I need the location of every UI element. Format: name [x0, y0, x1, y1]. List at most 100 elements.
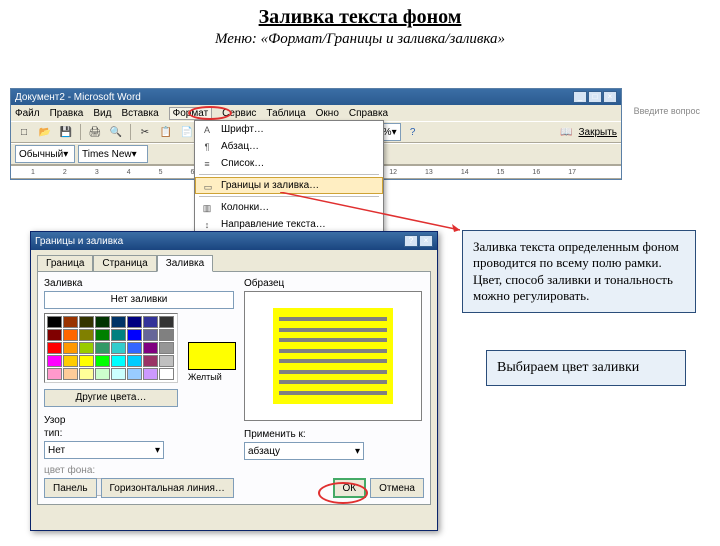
minimize-button[interactable]: _	[573, 91, 587, 103]
color-swatch[interactable]	[127, 316, 142, 328]
close-button[interactable]: ×	[603, 91, 617, 103]
color-swatch[interactable]	[95, 329, 110, 341]
help-icon[interactable]: ?	[404, 123, 422, 141]
bgcolor-label: цвет фона:	[44, 465, 234, 476]
chevron-down-icon: ▾	[155, 445, 160, 456]
color-swatch[interactable]	[111, 316, 126, 328]
color-swatch[interactable]	[159, 355, 174, 367]
print-icon[interactable]: 🖨	[86, 123, 104, 141]
color-swatch[interactable]	[159, 342, 174, 354]
color-swatch[interactable]	[143, 316, 158, 328]
style-select[interactable]: Обычный ▾	[15, 145, 75, 163]
open-icon[interactable]: 📂	[36, 123, 54, 141]
color-swatch[interactable]	[111, 329, 126, 341]
no-fill-button[interactable]: Нет заливки	[44, 291, 234, 309]
new-icon[interactable]: □	[15, 123, 33, 141]
color-swatch[interactable]	[127, 368, 142, 380]
preview-panel: Образец Применить к: абзацу▾	[244, 278, 430, 460]
menu-item-label: Список…	[221, 158, 264, 169]
help-hint[interactable]: Введите вопрос	[634, 106, 700, 116]
dialog-help-button[interactable]: ?	[404, 235, 418, 247]
color-swatch[interactable]	[143, 368, 158, 380]
preview-label: Образец	[244, 278, 430, 289]
more-colors-button[interactable]: Другие цвета…	[44, 389, 178, 407]
ok-button[interactable]: ОК	[333, 478, 367, 498]
menu-item-1[interactable]: ¶Абзац…	[195, 138, 383, 155]
color-swatch[interactable]	[79, 355, 94, 367]
close-label[interactable]: Закрыть	[578, 127, 617, 138]
menu-Файл[interactable]: Файл	[15, 108, 40, 119]
color-swatch[interactable]	[63, 368, 78, 380]
color-swatch[interactable]	[111, 368, 126, 380]
tab-Страница[interactable]: Страница	[93, 255, 156, 272]
color-swatch[interactable]	[95, 355, 110, 367]
color-swatch[interactable]	[143, 355, 158, 367]
color-swatch[interactable]	[79, 316, 94, 328]
color-swatch[interactable]	[143, 342, 158, 354]
menu-Сервис[interactable]: Сервис	[222, 108, 256, 119]
menu-item-0[interactable]: AШрифт…	[195, 121, 383, 138]
menu-Вставка[interactable]: Вставка	[121, 108, 158, 119]
color-swatch[interactable]	[111, 355, 126, 367]
menu-Справка[interactable]: Справка	[349, 108, 388, 119]
color-swatch[interactable]	[159, 329, 174, 341]
color-swatch[interactable]	[95, 368, 110, 380]
menu-Таблица[interactable]: Таблица	[266, 108, 305, 119]
apply-to-select[interactable]: абзацу▾	[244, 442, 364, 460]
fill-label: Заливка	[44, 278, 234, 289]
menu-item-icon: ▭	[200, 180, 216, 194]
slide-subtitle: Меню: «Формат/Границы и заливка/заливка»	[0, 31, 720, 48]
color-swatch[interactable]	[143, 329, 158, 341]
menu-item-icon: ≡	[199, 157, 215, 171]
word-titlebar: Документ2 - Microsoft Word _ □ ×	[11, 89, 621, 105]
tab-Заливка[interactable]: Заливка	[157, 255, 214, 272]
menu-item-label: Направление текста…	[221, 219, 326, 230]
color-swatch[interactable]	[47, 329, 62, 341]
read-icon[interactable]: 📖	[557, 123, 575, 141]
preview-icon[interactable]: 🔍	[107, 123, 125, 141]
color-swatch[interactable]	[47, 368, 62, 380]
dialog-tabs: ГраницаСтраницаЗаливка	[31, 250, 437, 271]
toolbar-button[interactable]: Панель	[44, 478, 97, 498]
save-icon[interactable]: 💾	[57, 123, 75, 141]
pattern-type-select[interactable]: Нет▾	[44, 441, 164, 459]
copy-icon[interactable]: 📋	[157, 123, 175, 141]
color-swatch[interactable]	[95, 316, 110, 328]
preview-fill	[273, 308, 393, 404]
color-swatch[interactable]	[63, 316, 78, 328]
cut-icon[interactable]: ✂	[136, 123, 154, 141]
color-swatch[interactable]	[63, 329, 78, 341]
color-swatch[interactable]	[63, 342, 78, 354]
tab-Граница[interactable]: Граница	[37, 255, 93, 272]
menu-Окно[interactable]: Окно	[316, 108, 339, 119]
color-swatch[interactable]	[95, 342, 110, 354]
hline-button[interactable]: Горизонтальная линия…	[101, 478, 234, 498]
menu-Правка[interactable]: Правка	[50, 108, 84, 119]
cancel-button[interactable]: Отмена	[370, 478, 424, 498]
color-swatch[interactable]	[127, 355, 142, 367]
color-swatch[interactable]	[111, 342, 126, 354]
dialog-close-button[interactable]: ×	[419, 235, 433, 247]
menu-item-icon: A	[199, 123, 215, 137]
maximize-button[interactable]: □	[588, 91, 602, 103]
color-swatch[interactable]	[79, 342, 94, 354]
color-swatch[interactable]	[47, 342, 62, 354]
pattern-type-label: тип:	[44, 428, 234, 439]
menu-item-icon: ¶	[199, 140, 215, 154]
menu-item-4[interactable]: ▥Колонки…	[195, 199, 383, 216]
menu-item-3[interactable]: ▭Границы и заливка…	[195, 177, 383, 194]
color-swatch[interactable]	[79, 368, 94, 380]
color-swatch[interactable]	[79, 329, 94, 341]
color-swatch[interactable]	[47, 355, 62, 367]
color-swatch[interactable]	[127, 342, 142, 354]
word-title: Документ2 - Microsoft Word	[15, 92, 141, 103]
color-swatch[interactable]	[63, 355, 78, 367]
menu-Формат[interactable]: Формат	[169, 107, 213, 120]
color-swatch[interactable]	[159, 368, 174, 380]
menu-item-2[interactable]: ≡ Список…	[195, 155, 383, 172]
font-select[interactable]: Times New ▾	[78, 145, 148, 163]
menu-Вид[interactable]: Вид	[93, 108, 111, 119]
color-swatch[interactable]	[47, 316, 62, 328]
color-swatch[interactable]	[159, 316, 174, 328]
color-swatch[interactable]	[127, 329, 142, 341]
